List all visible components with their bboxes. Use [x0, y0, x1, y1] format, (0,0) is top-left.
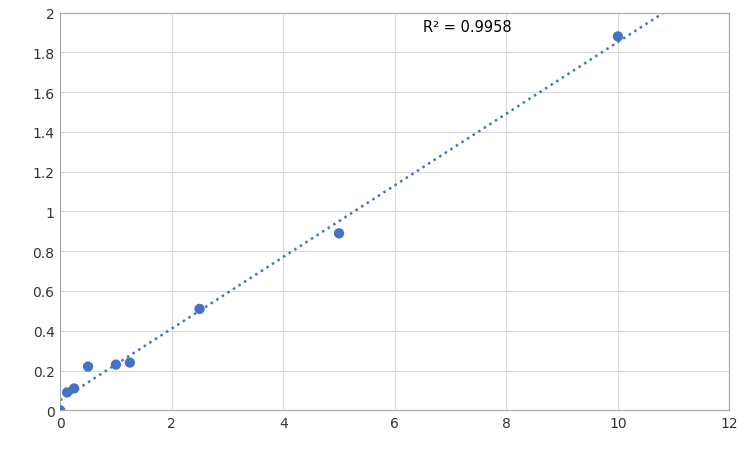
Point [82, 363, 94, 370]
Point [68, 385, 80, 392]
Point [193, 306, 205, 313]
Point [61, 389, 73, 396]
Point [333, 230, 345, 237]
Text: R² = 0.9958: R² = 0.9958 [423, 19, 511, 34]
Point [612, 34, 624, 41]
Point [54, 407, 66, 414]
Point [124, 359, 136, 366]
Point [110, 361, 122, 368]
